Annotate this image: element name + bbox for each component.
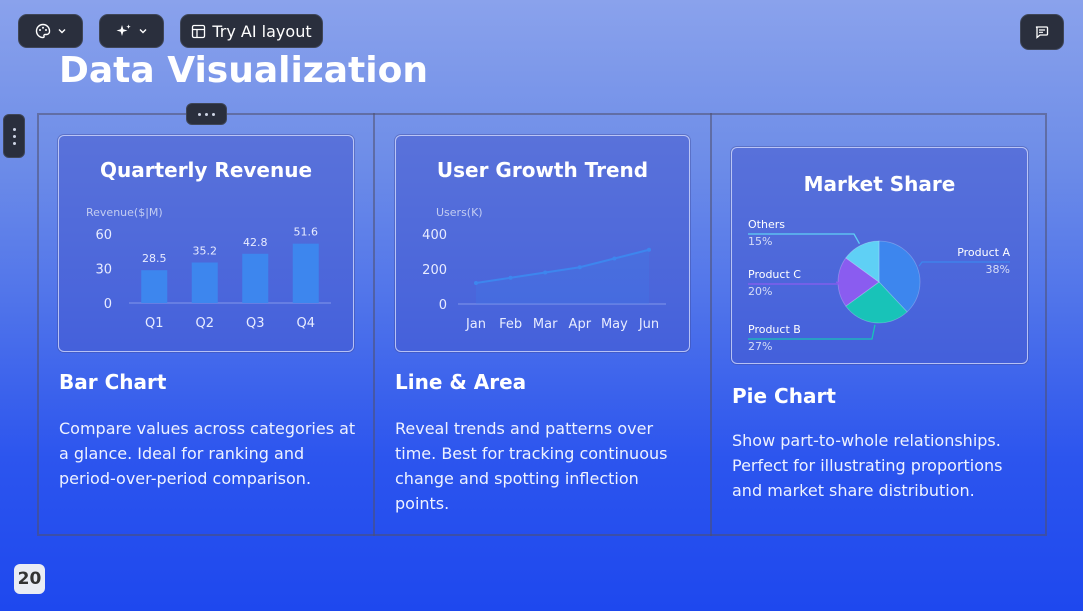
pie-slice-percent: 27%	[748, 340, 772, 353]
data-point	[647, 247, 651, 252]
pie-slice-percent: 15%	[748, 235, 772, 248]
chevron-down-icon	[57, 26, 67, 36]
y-tick-label: 30	[95, 263, 112, 278]
y-tick-label: 0	[104, 297, 112, 312]
bar-chart-card: Quarterly Revenue Revenue($|M) 60 30 0 28.5 Q…	[58, 135, 354, 352]
bar	[292, 243, 319, 303]
column-heading-line: Line & Area	[395, 370, 527, 394]
series-line	[475, 248, 650, 284]
pie-slice	[878, 240, 921, 313]
x-tick-label: Mar	[533, 317, 558, 332]
content-table	[37, 113, 1047, 536]
bar-chart: Revenue($|M) 60 30 0 28.5 Q1 35.2 Q2 42.8 Q3 51.6 Q…	[86, 206, 331, 331]
data-point	[474, 281, 478, 285]
column-text-bar: Compare values across categories at a gl…	[59, 419, 356, 488]
pie-slice-name: Product B	[748, 323, 801, 336]
data-point	[577, 265, 582, 270]
bar-value-label: 35.2	[193, 245, 218, 258]
pie-slice-percent: 38%	[986, 263, 1010, 276]
data-point	[612, 256, 617, 261]
y-tick-label: 0	[439, 298, 447, 313]
y-axis-label: Users(K)	[436, 206, 483, 219]
y-axis-label: Revenue($|M)	[86, 206, 163, 219]
pie-slice-name: Product C	[748, 268, 801, 281]
comment-button[interactable]	[1020, 14, 1064, 50]
x-tick-label: May	[601, 317, 628, 332]
slide-title: Data Visualization	[59, 50, 428, 91]
column-heading-bar: Bar Chart	[59, 370, 167, 394]
pie-slice	[845, 240, 880, 283]
x-tick-label: Q3	[246, 316, 265, 331]
try-ai-layout-button[interactable]: Try AI layout	[180, 14, 323, 48]
pie-leader-line	[748, 281, 843, 285]
y-tick-label: 60	[95, 228, 112, 243]
column-text-pie: Show part-to-whole relationships. Perfec…	[732, 431, 1003, 500]
palette-icon	[35, 23, 51, 39]
layout-icon	[191, 24, 206, 39]
theme-button[interactable]	[18, 14, 83, 48]
pie-slice-percent: 20%	[748, 285, 772, 298]
x-tick-label: Apr	[569, 317, 592, 332]
column-divider	[710, 113, 712, 536]
area-fill	[476, 249, 649, 304]
try-ai-layout-label: Try AI layout	[212, 21, 312, 41]
bar	[141, 270, 168, 303]
pie-leader-line	[748, 324, 876, 340]
side-drag-handle[interactable]	[3, 114, 25, 158]
x-tick-label: Q2	[195, 316, 214, 331]
x-tick-label: Jun	[638, 317, 659, 332]
column-heading-pie: Pie Chart	[732, 384, 836, 408]
chevron-down-icon	[138, 26, 148, 36]
pie-chart-title: Market Share	[803, 172, 956, 196]
bar	[191, 262, 218, 303]
bar-value-label: 28.5	[142, 252, 167, 265]
x-tick-label: Jan	[465, 317, 486, 332]
sparkle-icon	[116, 23, 132, 39]
pie-slice-name: Product A	[957, 246, 1010, 259]
column-text-line: Reveal trends and patterns over time. Be…	[395, 419, 668, 513]
y-tick-label: 200	[422, 263, 447, 278]
pie-leader-line	[918, 261, 1010, 267]
x-tick-label: Q4	[296, 316, 315, 331]
x-tick-label: Q1	[145, 316, 164, 331]
data-point	[508, 275, 513, 280]
ai-assist-button[interactable]	[99, 14, 164, 48]
y-tick-label: 400	[422, 228, 447, 243]
pie-slice	[845, 281, 908, 324]
pie-chart: Product A 38% Product B 27% Product C 20% Othe…	[748, 218, 1010, 353]
data-point	[543, 270, 548, 275]
page-number: 20	[14, 564, 45, 594]
column-divider	[373, 113, 375, 536]
bar	[242, 253, 269, 303]
pie-chart-card: Market Share Product A 38% Product B 27% Pro…	[731, 147, 1028, 364]
pie-slice-name: Others	[748, 218, 785, 231]
area-chart: Users(K) 400 200 0 Jan Feb Mar Apr May Jun	[422, 206, 666, 332]
bar-value-label: 42.8	[243, 236, 268, 249]
x-tick-label: Feb	[499, 317, 522, 332]
comment-icon	[1034, 24, 1051, 41]
bar-chart-title: Quarterly Revenue	[99, 158, 313, 182]
area-chart-card: User Growth Trend Users(K) 400 200 0 Jan Feb M…	[395, 135, 690, 352]
bar-value-label: 51.6	[294, 226, 319, 239]
area-chart-title: User Growth Trend	[436, 158, 649, 182]
pie-leader-line	[748, 233, 861, 245]
table-more-handle[interactable]	[186, 103, 227, 125]
